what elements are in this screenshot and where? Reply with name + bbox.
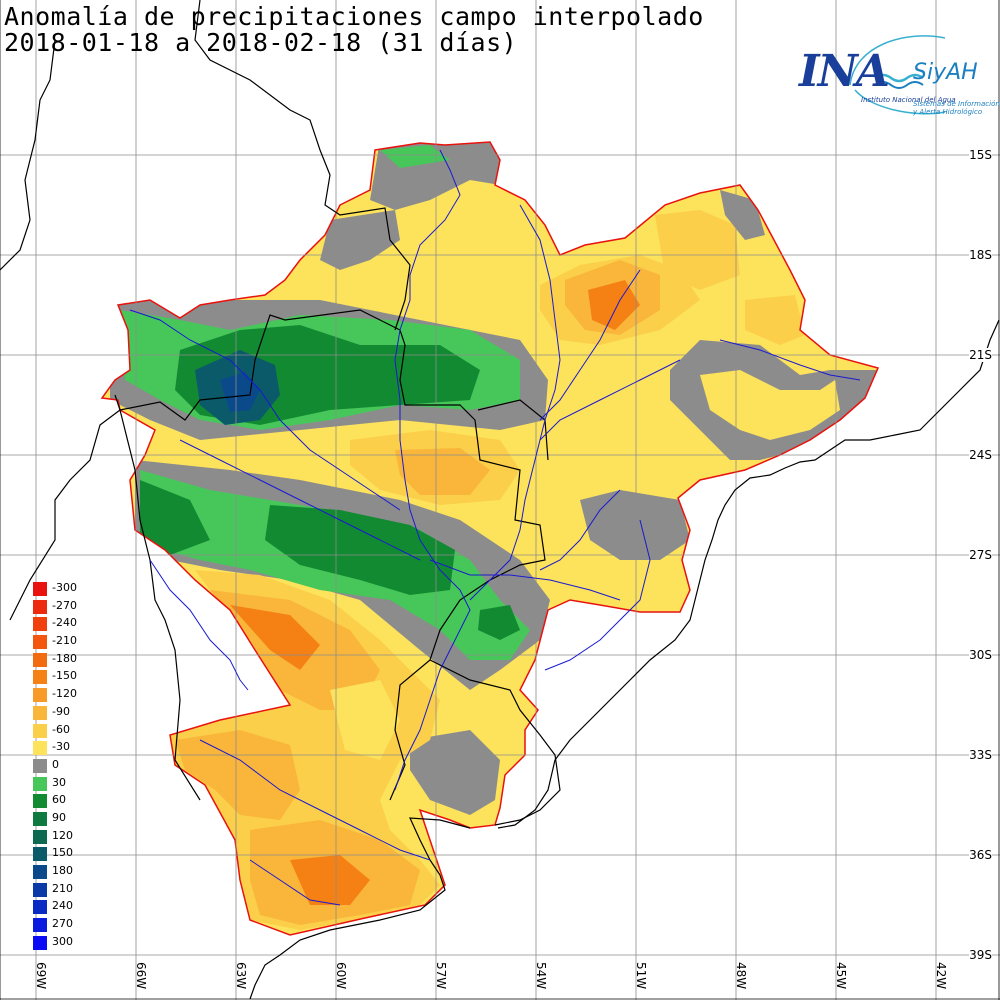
legend-item: 180 [30,863,100,881]
logo-ina-text: INA [799,46,890,97]
legend-label: -90 [52,704,70,718]
basin-outline [100,141,880,936]
legend-label: -150 [52,669,77,683]
legend-swatch [33,882,47,897]
legend-item: 150 [30,845,100,863]
legend-swatch [33,670,47,685]
legend-label: -300 [52,581,77,594]
legend-item: -300 [30,580,100,598]
longitude-label: 60W [334,962,348,990]
legend-item: -30 [30,739,100,757]
longitude-label: 51W [634,962,648,990]
logo-subtitle-ina: Instituto Nacional del Agua [861,96,956,104]
legend-item: -270 [30,598,100,616]
logo-siyah-text: SiyAH [913,60,978,85]
legend-swatch [33,935,47,950]
legend-item: -210 [30,633,100,651]
legend-swatch [33,688,47,703]
legend-label: 300 [52,934,73,948]
legend-swatch [33,900,47,915]
legend-item: -120 [30,686,100,704]
legend-item: 210 [30,881,100,899]
longitude-label: 54W [534,962,548,990]
legend-label: -120 [52,687,77,701]
longitude-label: 42W [934,962,948,990]
legend-swatch [33,829,47,844]
legend-item: 0 [30,757,100,775]
legend-item: -90 [30,704,100,722]
legend-item: 30 [30,775,100,793]
legend-label: 120 [52,828,73,842]
legend-swatch [33,617,47,632]
legend-label: 30 [52,775,66,789]
longitude-label: 63W [234,962,248,990]
legend-label: -30 [52,740,70,754]
legend-label: 0 [52,757,59,771]
latitude-label: 27S [969,548,992,562]
legend-item: 60 [30,792,100,810]
country-borders [0,0,561,826]
legend-label: 90 [52,810,66,824]
rivers [129,149,861,906]
legend-item: 120 [30,828,100,846]
legend-item: -240 [30,615,100,633]
legend-swatch [33,635,47,650]
longitude-label: 69W [34,962,48,990]
latitude-label: 36S [969,848,992,862]
map-title-line1: Anomalía de precipitaciones campo interp… [4,2,704,31]
legend-item: 240 [30,898,100,916]
legend-swatch [33,652,47,667]
latitude-label: 15S [969,148,992,162]
legend-swatch [33,599,47,614]
legend-item: -150 [30,668,100,686]
latitude-label: 18S [969,248,992,262]
legend-label: -60 [52,722,70,736]
legend-item: -180 [30,651,100,669]
latitude-label: 24S [969,448,992,462]
legend-swatch [33,811,47,826]
legend-label: 210 [52,881,73,895]
legend-swatch [33,918,47,933]
legend-swatch [33,582,47,596]
legend-label: -180 [52,651,77,665]
legend-label: 240 [52,899,73,913]
latitude-label: 21S [969,348,992,362]
legend-swatch [33,847,47,862]
coastline [249,319,1000,1000]
map-title-line2: 2018-01-18 a 2018-02-18 (31 días) [4,28,518,57]
legend-item: -60 [30,722,100,740]
legend-label: 180 [52,864,73,877]
legend-label: -270 [52,598,77,612]
latitude-label: 30S [969,648,992,662]
legend-item: 300 [30,934,100,952]
legend-item: 90 [30,810,100,828]
legend-label: -240 [52,616,77,630]
longitude-label: 66W [134,962,148,990]
longitude-label: 57W [434,962,448,990]
ina-siyah-logo: INA SiyAH Instituto Nacional del Agua Si… [795,30,1000,130]
latitude-label: 39S [969,948,992,962]
legend-label: 150 [52,846,73,860]
color-legend: -300 -270 -240 -210 -180 -150 -120 -90 -60 -30 0 30… [30,580,100,951]
legend-swatch [33,794,47,809]
longitude-label: 48W [734,962,748,990]
latitude-label: 33S [969,748,992,762]
longitude-label: 45W [834,962,848,990]
legend-swatch [33,865,47,879]
logo-subtitle-siyah: Sistemas de Información y Alerta Hidroló… [913,100,1000,116]
legend-label: 60 [52,793,66,807]
legend-swatch [33,741,47,756]
legend-swatch [33,776,47,791]
legend-swatch [33,723,47,738]
logo-swoosh-icon [849,35,946,115]
legend-label: -210 [52,634,77,648]
legend-swatch [33,758,47,773]
legend-swatch [33,705,47,720]
legend-item: 270 [30,916,100,934]
legend-label: 270 [52,917,73,931]
